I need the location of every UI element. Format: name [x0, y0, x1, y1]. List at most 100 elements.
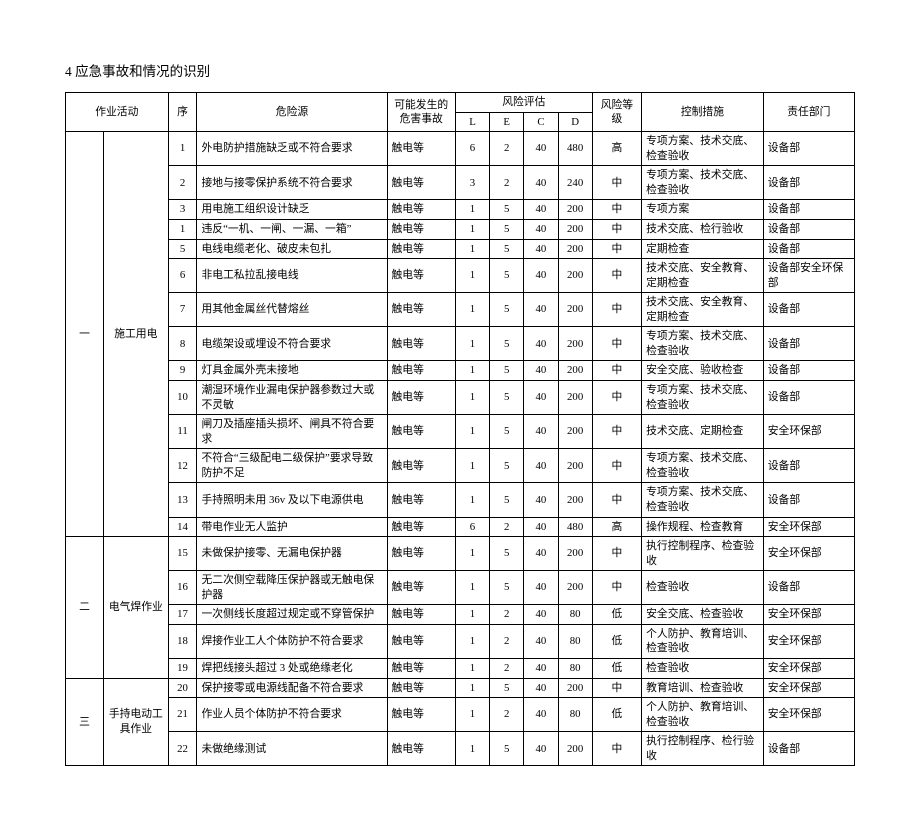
cell-level: 低 — [592, 624, 641, 658]
cell-dept: 设备部 — [763, 327, 854, 361]
cell-level: 低 — [592, 659, 641, 679]
cell-dept: 安全环保部 — [763, 659, 854, 679]
cell-hazard: 作业人员个体防护不符合要求 — [197, 698, 387, 732]
cell-dept: 安全环保部 — [763, 605, 854, 625]
cell-level: 中 — [592, 239, 641, 259]
table-row: 13手持照明未用 36v 及以下电源供电触电等1540200中专项方案、技术交底… — [66, 483, 855, 517]
cell-dept: 设备部 — [763, 200, 854, 220]
cell-hazard: 手持照明未用 36v 及以下电源供电 — [197, 483, 387, 517]
cell-C: 40 — [524, 132, 558, 166]
cell-D: 200 — [558, 239, 592, 259]
cell-C: 40 — [524, 537, 558, 571]
cell-seq: 20 — [168, 678, 197, 698]
cell-C: 40 — [524, 659, 558, 679]
cell-event: 触电等 — [387, 293, 455, 327]
cell-D: 200 — [558, 381, 592, 415]
hdr-event: 可能发生的危害事故 — [387, 93, 455, 132]
cell-event: 触电等 — [387, 259, 455, 293]
hdr-E: E — [490, 112, 524, 132]
cell-L: 1 — [455, 239, 489, 259]
cell-ctrl: 检查验收 — [642, 571, 764, 605]
activity-name: 电气焊作业 — [104, 537, 169, 679]
cell-L: 1 — [455, 698, 489, 732]
cell-E: 2 — [490, 624, 524, 658]
table-row: 11闸刀及插座插头损坏、闸具不符合要求触电等1540200中技术交底、定期检查安… — [66, 415, 855, 449]
cell-E: 5 — [490, 200, 524, 220]
cell-D: 200 — [558, 361, 592, 381]
cell-E: 5 — [490, 415, 524, 449]
cell-level: 中 — [592, 361, 641, 381]
cell-D: 200 — [558, 483, 592, 517]
cell-D: 200 — [558, 449, 592, 483]
cell-E: 5 — [490, 327, 524, 361]
cell-event: 触电等 — [387, 624, 455, 658]
cell-dept: 设备部 — [763, 449, 854, 483]
cell-ctrl: 专项方案、技术交底、检查验收 — [642, 166, 764, 200]
cell-level: 中 — [592, 678, 641, 698]
table-row: 6非电工私拉乱接电线触电等1540200中技术交底、安全教育、定期检查设备部安全… — [66, 259, 855, 293]
cell-level: 中 — [592, 732, 641, 766]
cell-E: 2 — [490, 605, 524, 625]
cell-hazard: 违反“一机、一闸、一漏、一箱” — [197, 219, 387, 239]
cell-seq: 6 — [168, 259, 197, 293]
cell-E: 5 — [490, 293, 524, 327]
cell-L: 1 — [455, 571, 489, 605]
activity-name: 手持电动工具作业 — [104, 678, 169, 766]
cell-C: 40 — [524, 239, 558, 259]
cell-seq: 1 — [168, 219, 197, 239]
cell-dept: 设备部 — [763, 293, 854, 327]
hdr-dept: 责任部门 — [763, 93, 854, 132]
cell-level: 中 — [592, 571, 641, 605]
cell-seq: 21 — [168, 698, 197, 732]
cell-seq: 19 — [168, 659, 197, 679]
cell-C: 40 — [524, 678, 558, 698]
cell-C: 40 — [524, 200, 558, 220]
cell-event: 触电等 — [387, 219, 455, 239]
cell-seq: 7 — [168, 293, 197, 327]
cell-C: 40 — [524, 219, 558, 239]
risk-table: 作业活动 序 危险源 可能发生的危害事故 风险评估 风险等级 控制措施 责任部门… — [65, 92, 855, 766]
cell-D: 480 — [558, 517, 592, 537]
table-row: 12不符合“三级配电二级保护”要求导致防护不足触电等1540200中专项方案、技… — [66, 449, 855, 483]
cell-L: 1 — [455, 678, 489, 698]
cell-dept: 设备部 — [763, 219, 854, 239]
cell-L: 1 — [455, 327, 489, 361]
table-row: 19焊把线接头超过 3 处或绝缘老化触电等124080低检查验收安全环保部 — [66, 659, 855, 679]
hdr-L: L — [455, 112, 489, 132]
table-row: 9灯具金属外壳未接地触电等1540200中安全交底、验收检查设备部 — [66, 361, 855, 381]
cell-E: 5 — [490, 483, 524, 517]
cell-event: 触电等 — [387, 537, 455, 571]
cell-level: 中 — [592, 259, 641, 293]
cell-event: 触电等 — [387, 166, 455, 200]
cell-dept: 设备部 — [763, 132, 854, 166]
cell-level: 低 — [592, 698, 641, 732]
table-row: 22未做绝缘测试触电等1540200中执行控制程序、检行验收设备部 — [66, 732, 855, 766]
cell-E: 5 — [490, 732, 524, 766]
cell-level: 中 — [592, 219, 641, 239]
cell-ctrl: 定期检查 — [642, 239, 764, 259]
cell-ctrl: 安全交底、验收检查 — [642, 361, 764, 381]
cell-event: 触电等 — [387, 327, 455, 361]
table-row: 三手持电动工具作业20保护接零或电源线配备不符合要求触电等1540200中教育培… — [66, 678, 855, 698]
cell-dept: 设备部 — [763, 381, 854, 415]
cell-L: 1 — [455, 293, 489, 327]
hdr-activity: 作业活动 — [66, 93, 169, 132]
cell-dept: 设备部安全环保部 — [763, 259, 854, 293]
hdr-level: 风险等级 — [592, 93, 641, 132]
cell-D: 200 — [558, 327, 592, 361]
cell-L: 1 — [455, 381, 489, 415]
cell-ctrl: 安全交底、检查验收 — [642, 605, 764, 625]
cell-hazard: 用电施工组织设计缺乏 — [197, 200, 387, 220]
cell-L: 1 — [455, 732, 489, 766]
activity-name: 施工用电 — [104, 132, 169, 537]
cell-dept: 安全环保部 — [763, 624, 854, 658]
cell-seq: 5 — [168, 239, 197, 259]
cell-dept: 设备部 — [763, 166, 854, 200]
cell-hazard: 保护接零或电源线配备不符合要求 — [197, 678, 387, 698]
cell-C: 40 — [524, 415, 558, 449]
cell-C: 40 — [524, 381, 558, 415]
activity-number: 三 — [66, 678, 104, 766]
cell-level: 高 — [592, 517, 641, 537]
table-row: 8电缆架设或埋设不符合要求触电等1540200中专项方案、技术交底、检查验收设备… — [66, 327, 855, 361]
cell-seq: 3 — [168, 200, 197, 220]
